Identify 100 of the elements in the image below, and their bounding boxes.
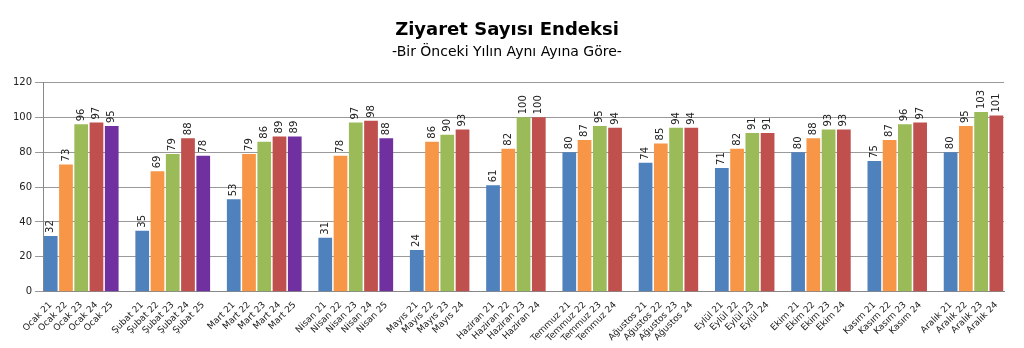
bar bbox=[287, 136, 302, 292]
data-label: 96 bbox=[74, 108, 86, 122]
bar bbox=[150, 171, 165, 292]
bar bbox=[196, 155, 211, 292]
bar bbox=[913, 122, 927, 292]
data-label: 103 bbox=[974, 89, 986, 110]
chart-title: Ziyaret Sayısı Endeksi bbox=[395, 18, 619, 40]
bar bbox=[181, 138, 195, 292]
data-label: 93 bbox=[456, 113, 468, 127]
data-label: 86 bbox=[425, 125, 437, 139]
data-label: 97 bbox=[349, 106, 361, 120]
bar bbox=[104, 126, 119, 292]
bar bbox=[760, 132, 775, 292]
bar bbox=[257, 141, 272, 292]
data-label: 69 bbox=[151, 155, 163, 169]
bar bbox=[669, 127, 683, 292]
data-label: 87 bbox=[578, 124, 590, 137]
data-label: 89 bbox=[288, 120, 300, 134]
data-label: 95 bbox=[593, 110, 605, 124]
bar bbox=[272, 136, 287, 292]
data-label: 87 bbox=[883, 124, 895, 137]
data-label: 24 bbox=[410, 234, 422, 247]
data-label: 93 bbox=[837, 113, 849, 127]
bar bbox=[364, 120, 378, 292]
data-label: 90 bbox=[440, 119, 452, 132]
bar bbox=[959, 126, 973, 292]
data-label: 31 bbox=[318, 221, 330, 235]
bar bbox=[562, 152, 577, 292]
data-label: 100 bbox=[532, 95, 544, 115]
bar bbox=[898, 124, 912, 292]
bar bbox=[821, 129, 836, 292]
y-tick-label: 120 bbox=[12, 75, 33, 87]
bar bbox=[89, 122, 104, 292]
bar bbox=[791, 152, 805, 292]
bar bbox=[531, 117, 546, 292]
data-label: 88 bbox=[806, 122, 818, 136]
bar bbox=[577, 139, 592, 292]
bar bbox=[43, 235, 58, 292]
y-tick-label: 0 bbox=[25, 285, 33, 297]
bar bbox=[135, 230, 150, 292]
chart-subtitle: -Bir Önceki Yılın Aynı Ayına Göre- bbox=[392, 41, 622, 59]
data-label: 53 bbox=[227, 183, 239, 197]
y-tick-label: 80 bbox=[19, 145, 33, 157]
y-tick-label: 60 bbox=[19, 180, 33, 192]
data-label: 61 bbox=[486, 169, 498, 183]
data-label: 91 bbox=[745, 117, 757, 130]
data-label: 94 bbox=[669, 112, 681, 125]
data-label: 75 bbox=[867, 145, 879, 158]
bar bbox=[592, 126, 607, 292]
data-label: 80 bbox=[562, 136, 574, 150]
bar bbox=[867, 160, 882, 292]
bar bbox=[455, 129, 470, 292]
bar bbox=[440, 134, 455, 292]
bar bbox=[684, 127, 699, 292]
data-label: 95 bbox=[105, 110, 117, 124]
data-label: 79 bbox=[242, 138, 254, 151]
bar bbox=[379, 138, 394, 292]
bar bbox=[608, 127, 622, 292]
bar bbox=[226, 199, 241, 292]
y-tick-label: 40 bbox=[19, 215, 33, 227]
bar bbox=[943, 152, 958, 292]
bar bbox=[653, 143, 668, 292]
bar bbox=[486, 185, 500, 292]
y-tick-label: 100 bbox=[12, 110, 33, 122]
bar bbox=[74, 124, 89, 292]
data-label: 85 bbox=[654, 127, 666, 141]
data-label: 98 bbox=[364, 105, 376, 118]
data-label: 89 bbox=[273, 120, 285, 134]
bar bbox=[348, 122, 363, 292]
data-label: 88 bbox=[181, 122, 193, 136]
bar bbox=[501, 148, 516, 292]
bar bbox=[806, 138, 821, 292]
data-label: 73 bbox=[59, 148, 71, 162]
bar bbox=[745, 132, 760, 292]
bar bbox=[318, 237, 333, 292]
data-label: 100 bbox=[517, 95, 529, 115]
data-label: 86 bbox=[257, 125, 269, 139]
data-label: 82 bbox=[501, 132, 513, 146]
bar bbox=[165, 153, 180, 292]
data-label: 35 bbox=[135, 214, 147, 228]
y-tick-label: 20 bbox=[19, 250, 33, 262]
bar bbox=[333, 155, 348, 292]
data-label: 82 bbox=[730, 132, 742, 146]
data-label: 94 bbox=[684, 112, 696, 125]
data-label: 79 bbox=[166, 138, 178, 151]
data-label: 71 bbox=[715, 152, 727, 165]
data-label: 78 bbox=[196, 139, 208, 153]
data-label: 94 bbox=[608, 112, 620, 125]
data-label: 101 bbox=[989, 93, 1001, 113]
bar bbox=[409, 249, 424, 292]
data-label: 80 bbox=[791, 136, 803, 150]
bar bbox=[425, 141, 439, 292]
bar bbox=[974, 112, 988, 292]
bar bbox=[882, 139, 897, 292]
data-label: 93 bbox=[822, 113, 834, 127]
data-label: 95 bbox=[959, 110, 971, 124]
bar bbox=[836, 129, 851, 292]
bar bbox=[242, 153, 256, 292]
data-label: 97 bbox=[90, 106, 102, 120]
data-label: 88 bbox=[379, 122, 391, 136]
